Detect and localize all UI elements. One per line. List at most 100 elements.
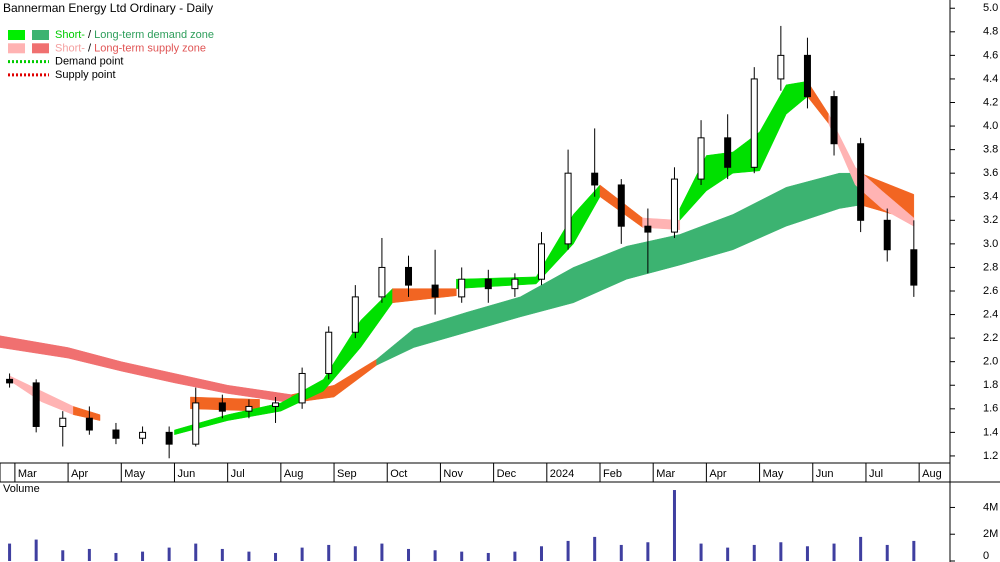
y-tick-label: 2.6 <box>983 285 998 297</box>
legend-entry: Demand point <box>55 56 124 68</box>
candle-body <box>697 137 705 180</box>
candle-body <box>32 382 40 427</box>
candle-body <box>458 278 466 298</box>
volume-bar <box>619 544 623 561</box>
y-tick-label: 1.8 <box>983 379 998 391</box>
legend-entry: Short- / Long-term supply zone <box>55 42 206 54</box>
y-tick-label: 3.2 <box>983 214 998 226</box>
zone <box>174 288 393 436</box>
legend-text: Short- <box>55 42 85 54</box>
candle-body <box>803 54 811 98</box>
candle-body <box>644 225 652 233</box>
candle-body <box>617 184 625 227</box>
x-tick-label: Jul <box>869 468 883 480</box>
zone <box>73 406 101 421</box>
candle-body <box>670 178 678 233</box>
volume-bar <box>220 548 224 561</box>
candle-body <box>750 78 758 168</box>
volume-bar <box>141 551 145 561</box>
y-tick-label: 4.2 <box>983 96 998 108</box>
y-tick-label: 2.4 <box>983 308 998 320</box>
volume-bar <box>114 552 118 561</box>
volume-bar <box>433 550 437 561</box>
x-tick-label: May <box>124 468 145 480</box>
candle-body <box>272 402 280 407</box>
x-tick-label: Oct <box>390 468 407 480</box>
volume-bar <box>805 546 809 561</box>
legend-swatch <box>32 43 49 54</box>
x-tick-label: Jun <box>816 468 834 480</box>
candle-body <box>325 331 333 374</box>
x-tick-label: Aug <box>922 468 942 480</box>
y-tick-label: 2.2 <box>983 332 998 344</box>
volume-bar <box>194 543 198 561</box>
volume-bar <box>167 547 171 561</box>
volume-bar <box>247 551 251 561</box>
candle-body <box>192 402 200 445</box>
candle-body <box>564 172 572 245</box>
legend-text: Long-term demand zone <box>94 29 214 41</box>
y-tick-label: 4.6 <box>983 49 998 61</box>
candle-body <box>218 402 226 412</box>
volume-bar <box>61 550 65 561</box>
volume-bar <box>912 540 916 561</box>
candle-body <box>298 372 306 404</box>
candle-body <box>112 429 120 439</box>
volume-bar <box>486 552 490 561</box>
x-tick-label: Apr <box>71 468 88 480</box>
volume-bar <box>380 543 384 561</box>
zone <box>642 217 681 230</box>
volume-bar <box>779 542 783 561</box>
volume-bar <box>699 543 703 561</box>
candle-body <box>405 266 413 286</box>
x-tick-label: Feb <box>603 468 622 480</box>
candle-body <box>724 137 732 168</box>
zone <box>828 114 915 227</box>
candle-body <box>139 431 147 439</box>
volume-title: Volume <box>3 483 40 495</box>
zone <box>392 288 457 304</box>
candle-body <box>777 54 785 80</box>
x-tick-label: Nov <box>443 468 463 480</box>
volume-bar <box>460 551 464 561</box>
x-tick-label: Mar <box>656 468 675 480</box>
volume-bar <box>859 536 863 561</box>
candle-body <box>165 431 173 445</box>
volume-bar <box>752 544 756 561</box>
legend-swatch <box>32 30 49 40</box>
volume-bar <box>832 543 836 561</box>
candle-body <box>830 96 838 145</box>
y-tick-label: 1.2 <box>983 450 998 462</box>
volume-bar <box>87 548 91 561</box>
legend-text: / <box>85 42 94 54</box>
candle-body <box>883 219 891 251</box>
volume-bar <box>8 543 12 561</box>
y-tick-label: 2.0 <box>983 356 998 368</box>
volume-bar <box>672 490 676 561</box>
legend-entry: Short- / Long-term demand zone <box>55 29 214 41</box>
volume-bar <box>885 544 889 561</box>
volume-bar <box>513 551 517 561</box>
candle-body <box>378 266 386 298</box>
volume-bar <box>646 542 650 561</box>
volume-bar <box>407 548 411 561</box>
y-tick-label: 3.6 <box>983 167 998 179</box>
candle-body <box>245 405 253 412</box>
legend-entry: Supply point <box>55 69 116 81</box>
candle-body <box>484 278 492 290</box>
legend-text: Supply point <box>55 69 116 81</box>
candle-body <box>431 284 439 298</box>
y-tick-label: 4.8 <box>983 26 998 38</box>
y-tick-label: 4.4 <box>983 73 998 85</box>
legend-text: / <box>85 29 94 41</box>
y-tick-label: 4.0 <box>983 120 998 132</box>
volume-bar <box>300 547 304 561</box>
x-tick-label: Dec <box>497 468 517 480</box>
candle-body <box>511 278 519 290</box>
x-tick-label: Jun <box>177 468 195 480</box>
candle-body <box>591 172 599 186</box>
overlay: 1.2 1.4 1.6 1.8 2.0 2.2 2.4 2.6 2.8 3.0 3.2 3.4 3.6 3… <box>8 2 998 562</box>
candle-body <box>857 143 865 221</box>
x-tick-label: Mar <box>18 468 37 480</box>
